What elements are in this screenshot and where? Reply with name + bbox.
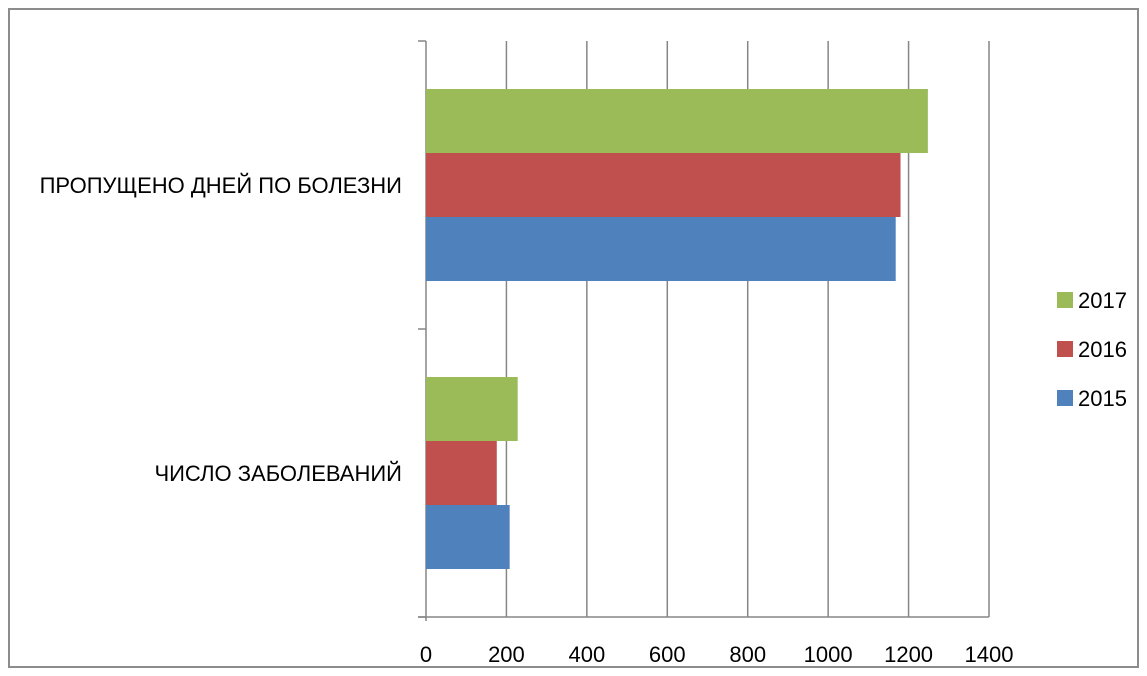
x-tick-label: 0 [420,642,432,667]
legend: 2017 2016 2015 [1057,288,1127,411]
x-tick-label: 200 [488,642,525,667]
x-tick-label: 1200 [884,642,933,667]
legend-label-2016: 2016 [1078,337,1127,362]
bars [426,89,928,569]
x-tick-label: 600 [649,642,686,667]
category-labels: ЧИСЛО ЗАБОЛЕВАНИЙ ПРОПУЩЕНО ДНЕЙ ПО БОЛЕЗ… [40,173,402,486]
legend-swatch-2017 [1057,292,1073,308]
category-label: ПРОПУЩЕНО ДНЕЙ ПО БОЛЕЗНИ [40,173,402,198]
x-tick-label: 800 [729,642,766,667]
x-tick-label: 400 [568,642,605,667]
legend-swatch-2016 [1057,341,1073,357]
bar-2017-1 [426,89,928,153]
x-tick-labels: 0 200 400 600 800 1000 1200 1400 [420,642,1014,667]
category-label: ЧИСЛО ЗАБОЛЕВАНИЙ [154,461,402,486]
legend-label-2017: 2017 [1078,288,1127,313]
bar-2016-0 [426,441,497,505]
bar-2017-0 [426,377,518,441]
bar-2016-1 [426,153,901,217]
x-tick-label: 1400 [965,642,1014,667]
bar-2015-1 [426,217,896,281]
legend-label-2015: 2015 [1078,386,1127,411]
x-tick-label: 1000 [804,642,853,667]
legend-swatch-2015 [1057,390,1073,406]
bar-2015-0 [426,505,510,569]
